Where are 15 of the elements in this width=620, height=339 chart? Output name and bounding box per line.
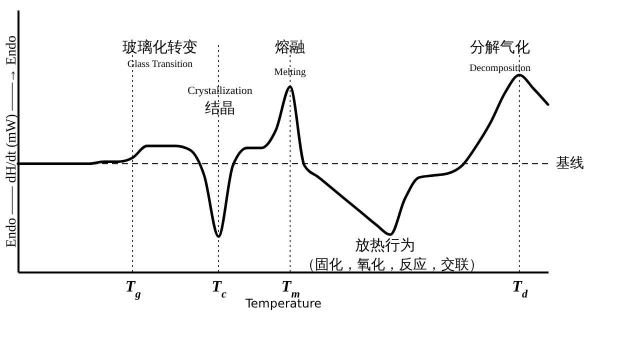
ref-line-label: 基线: [556, 156, 584, 172]
annotation: Crystallization: [188, 85, 253, 97]
y-axis-title: Endo —— dH/dt (mW) ——→ Endo: [4, 36, 20, 248]
annotation: 放热行为: [355, 236, 415, 254]
x-tick-label: T$_{g}$: [125, 278, 142, 300]
annotation: Melting: [274, 67, 306, 78]
text: 分解气化: [470, 38, 530, 56]
text: 玻璃化转变: [122, 38, 198, 56]
annotation: （固化，氧化，反应，交联）: [301, 257, 483, 273]
text: Decomposition: [469, 63, 531, 74]
annotation: 结晶: [205, 99, 235, 117]
text: 熔融: [275, 38, 305, 56]
x-tick-label: T$_{c}$: [212, 278, 226, 300]
text: Glass Transition: [127, 59, 193, 70]
x-tick-label: T$_{d}$: [512, 278, 528, 300]
